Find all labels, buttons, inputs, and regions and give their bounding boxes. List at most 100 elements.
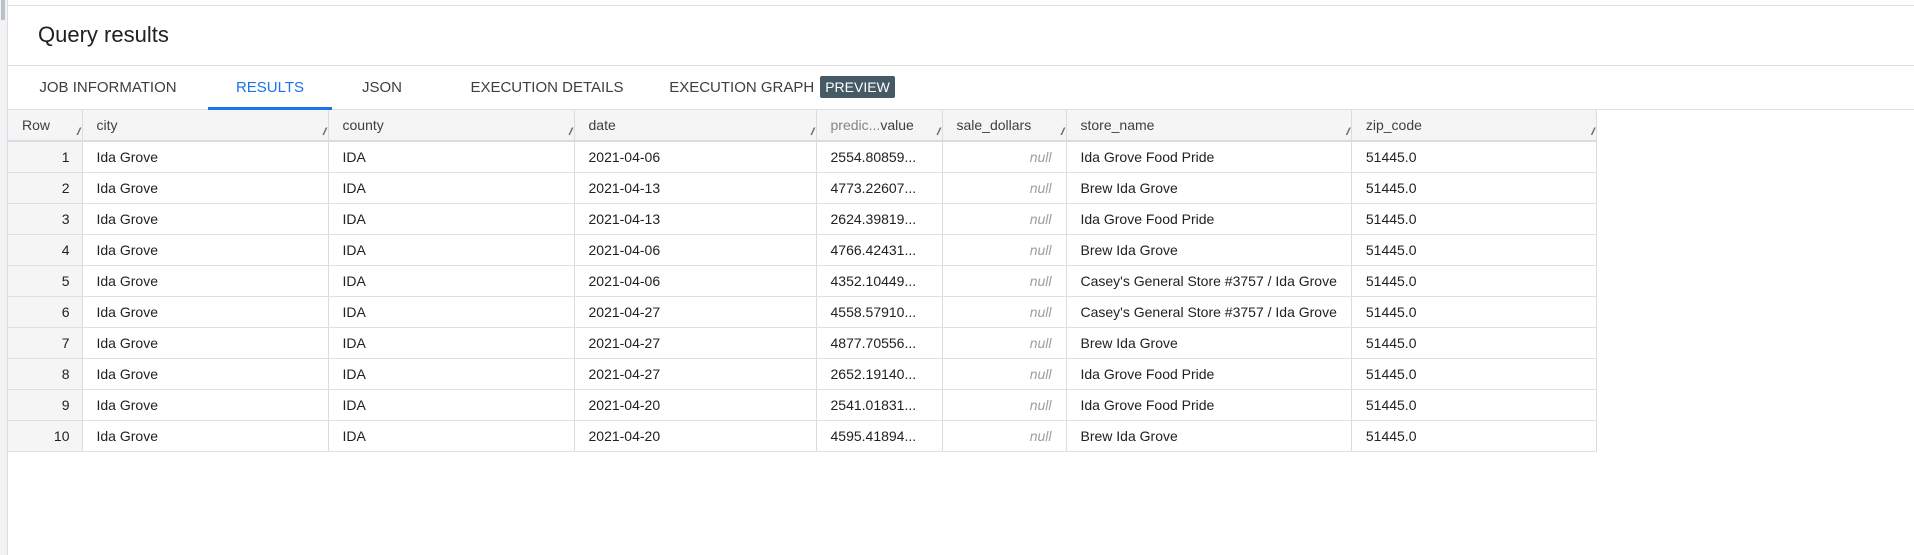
column-header-city[interactable]: city // <box>82 110 329 142</box>
page-title: Query results <box>38 22 169 47</box>
cell-sale_dollars: null <box>942 389 1067 421</box>
cell-store_name: Brew Ida Grove <box>1066 172 1352 204</box>
row-number: 5 <box>8 265 83 297</box>
column-header-sale_dollars[interactable]: sale_dollars // <box>942 110 1067 142</box>
tab-json[interactable]: JSON <box>332 66 432 110</box>
cell-predicted-value: 4773.22607... <box>816 172 943 204</box>
cell-date: 2021-04-20 <box>574 389 817 421</box>
tab-job-information[interactable]: JOB INFORMATION <box>8 66 208 110</box>
row-number: 8 <box>8 358 83 390</box>
table-row: 10 Ida Grove IDA 2021-04-20 4595.41894... nul… <box>8 420 1597 452</box>
tab-label: JOB INFORMATION <box>39 79 177 96</box>
resize-handle-icon[interactable]: // <box>1346 127 1349 138</box>
cell-zip_code: 51445.0 <box>1351 296 1597 328</box>
cell-zip_code: 51445.0 <box>1351 358 1597 390</box>
cell-store_name: Ida Grove Food Pride <box>1066 203 1352 235</box>
cell-store_name: Brew Ida Grove <box>1066 327 1352 359</box>
left-scrollbar[interactable] <box>0 0 8 555</box>
cell-date: 2021-04-06 <box>574 141 817 173</box>
table-row: 6 Ida Grove IDA 2021-04-27 4558.57910... null… <box>8 296 1597 328</box>
cell-city: Ida Grove <box>82 327 329 359</box>
header-label: Row <box>22 117 51 133</box>
cell-county: IDA <box>328 389 575 421</box>
cell-county: IDA <box>328 234 575 266</box>
row-number: 7 <box>8 327 83 359</box>
cell-sale_dollars: null <box>942 234 1067 266</box>
column-header-zip_code[interactable]: zip_code // <box>1351 110 1597 142</box>
row-number: 3 <box>8 203 83 235</box>
cell-predicted-value: 2624.39819... <box>816 203 943 235</box>
cell-zip_code: 51445.0 <box>1351 203 1597 235</box>
cell-store_name: Casey's General Store #3757 / Ida Grove <box>1066 296 1352 328</box>
cell-store_name: Brew Ida Grove <box>1066 420 1352 452</box>
cell-county: IDA <box>328 141 575 173</box>
column-header-store_name[interactable]: store_name // <box>1066 110 1352 142</box>
cell-store_name: Brew Ida Grove <box>1066 234 1352 266</box>
row-number: 4 <box>8 234 83 266</box>
cell-zip_code: 51445.0 <box>1351 389 1597 421</box>
scrollbar-thumb[interactable] <box>1 0 5 20</box>
column-header-county[interactable]: county // <box>328 110 575 142</box>
cell-date: 2021-04-13 <box>574 203 817 235</box>
cell-date: 2021-04-27 <box>574 358 817 390</box>
cell-city: Ida Grove <box>82 265 329 297</box>
resize-handle-icon[interactable]: // <box>322 127 326 138</box>
cell-city: Ida Grove <box>82 296 329 328</box>
cell-store_name: Casey's General Store #3757 / Ida Grove <box>1066 265 1352 297</box>
tab-results[interactable]: RESULTS <box>208 66 332 110</box>
table-row: 2 Ida Grove IDA 2021-04-13 4773.22607... null… <box>8 172 1597 204</box>
cell-date: 2021-04-20 <box>574 420 817 452</box>
column-header-row[interactable]: Row // <box>8 110 83 142</box>
row-number: 6 <box>8 296 83 328</box>
cell-county: IDA <box>328 296 575 328</box>
cell-sale_dollars: null <box>942 203 1067 235</box>
cell-predicted-value: 4595.41894... <box>816 420 943 452</box>
table-row: 1 Ida Grove IDA 2021-04-06 2554.80859... null… <box>8 141 1597 173</box>
cell-sale_dollars: null <box>942 265 1067 297</box>
header-label: store_name <box>1080 117 1155 133</box>
cell-date: 2021-04-06 <box>574 234 817 266</box>
header-label: county <box>342 117 384 133</box>
cell-sale_dollars: null <box>942 141 1067 173</box>
tab-label: JSON <box>361 79 402 96</box>
cell-zip_code: 51445.0 <box>1351 420 1597 452</box>
cell-county: IDA <box>328 327 575 359</box>
header-label: zip_code <box>1365 117 1422 133</box>
column-header-date[interactable]: date // <box>574 110 817 142</box>
header-prefix: predic... <box>830 117 881 133</box>
header-label: sale_dollars <box>956 117 1032 133</box>
cell-zip_code: 51445.0 <box>1351 265 1597 297</box>
row-number: 10 <box>8 420 83 452</box>
cell-date: 2021-04-27 <box>574 296 817 328</box>
resize-handle-icon[interactable]: // <box>936 127 940 138</box>
header-suffix: value <box>880 117 914 133</box>
cell-predicted-value: 4558.57910... <box>816 296 943 328</box>
cell-zip_code: 51445.0 <box>1351 172 1597 204</box>
resize-handle-icon[interactable]: // <box>76 127 80 138</box>
header-label: date <box>588 117 616 133</box>
cell-zip_code: 51445.0 <box>1351 234 1597 266</box>
cell-city: Ida Grove <box>82 172 329 204</box>
cell-date: 2021-04-27 <box>574 327 817 359</box>
cell-sale_dollars: null <box>942 420 1067 452</box>
cell-sale_dollars: null <box>942 296 1067 328</box>
cell-city: Ida Grove <box>82 234 329 266</box>
cell-predicted-value: 4766.42431... <box>816 234 943 266</box>
resize-handle-icon[interactable]: // <box>1060 127 1064 138</box>
table-row: 5 Ida Grove IDA 2021-04-06 4352.10449... null… <box>8 265 1597 297</box>
resize-handle-icon[interactable]: // <box>810 127 814 138</box>
resize-handle-icon[interactable]: // <box>1591 127 1594 138</box>
cell-county: IDA <box>328 203 575 235</box>
column-header-predicted-value[interactable]: predic...value // <box>816 110 943 142</box>
cell-city: Ida Grove <box>82 420 329 452</box>
cell-zip_code: 51445.0 <box>1351 327 1597 359</box>
cell-zip_code: 51445.0 <box>1351 141 1597 173</box>
cell-county: IDA <box>328 358 575 390</box>
cell-predicted-value: 4352.10449... <box>816 265 943 297</box>
cell-city: Ida Grove <box>82 389 329 421</box>
tab-execution-graph[interactable]: EXECUTION GRAPH PREVIEW <box>662 66 902 110</box>
cell-predicted-value: 2541.01831... <box>816 389 943 421</box>
tab-execution-details[interactable]: EXECUTION DETAILS <box>432 66 662 110</box>
resize-handle-icon[interactable]: // <box>568 127 572 138</box>
cell-county: IDA <box>328 265 575 297</box>
